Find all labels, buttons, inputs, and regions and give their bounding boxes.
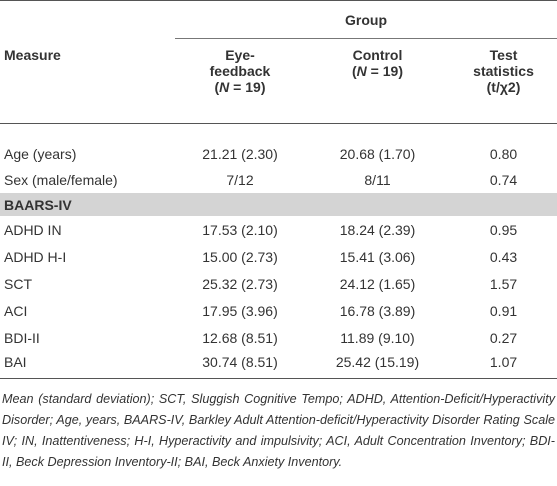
table-cell: ACI [4, 303, 28, 319]
table-cell: ADHD IN [4, 222, 62, 238]
column-name: Control [352, 47, 403, 63]
table-cell: 18.24 (2.39) [339, 222, 416, 238]
table-cell: 0.80 [489, 146, 518, 162]
table-row: BDI-II 12.68 (8.51) 11.89 (9.10) 0.27 [0, 324, 557, 351]
text: N [356, 63, 367, 79]
table-cell: 15.41 (3.06) [339, 249, 416, 265]
table-cell: BDI-II [4, 330, 40, 346]
table-cell: 0.43 [489, 249, 518, 265]
text: = 19) [366, 63, 403, 79]
section-label: BAARS-IV [0, 193, 557, 216]
text: = 19) [229, 79, 266, 95]
table-cell: 25.42 (15.19) [305, 351, 450, 379]
header-cell [0, 1, 175, 39]
column-sample: (N = 19) [179, 79, 301, 95]
table-cell: BAI [0, 351, 175, 379]
data-table: Group Measure Eye-feedback (N = 19) Cont… [0, 0, 557, 379]
table-cell: ADHD H-I [4, 249, 67, 265]
column-unit: (t/χ2) [486, 79, 521, 95]
table-cell: 7/12 [226, 172, 254, 188]
column-sample: (N = 19) [309, 63, 446, 79]
footnote: Mean (standard deviation); SCT, Sluggish… [2, 392, 555, 469]
table-row: ADHD IN 17.53 (2.10) 18.24 (2.39) 0.95 [0, 216, 557, 243]
section-row: BAARS-IV [0, 193, 557, 216]
table-cell: Age (years) [4, 146, 77, 162]
text: ( [352, 63, 357, 79]
table-cell: 21.21 (2.30) [202, 146, 278, 162]
column-header: Control (N = 19) [305, 38, 450, 124]
table-cell: 16.78 (3.89) [339, 303, 416, 319]
table-row: Age (years) 21.21 (2.30) 20.68 (1.70) 0.80 [0, 124, 557, 168]
table-cell: 20.68 (1.70) [339, 146, 416, 162]
table-cell: 15.00 (2.73) [202, 249, 278, 265]
table-row: ACI 17.95 (3.96) 16.78 (3.89) 0.91 [0, 297, 557, 324]
table-cell: 0.91 [489, 303, 518, 319]
table-row: BAI 30.74 (8.51) 25.42 (15.19) 1.07 [0, 351, 557, 379]
table-cell: 0.27 [489, 330, 518, 346]
table-row: SCT 25.32 (2.73) 24.12 (1.65) 1.57 [0, 270, 557, 297]
table-body: Age (years) 21.21 (2.30) 20.68 (1.70) 0.80 S… [0, 124, 557, 379]
table-cell: 0.95 [489, 222, 518, 238]
table-cell: 25.32 (2.73) [202, 276, 278, 292]
table-cell: 1.57 [489, 276, 518, 292]
table-cell: 8/11 [364, 172, 391, 188]
table-row: ADHD H-I 15.00 (2.73) 15.41 (3.06) 0.43 [0, 243, 557, 270]
text: ( [214, 79, 220, 95]
table-cell: 12.68 (8.51) [202, 330, 278, 346]
table-cell: 0.74 [489, 172, 518, 188]
column-name: Test statistics [473, 47, 534, 79]
text: N [219, 79, 230, 95]
table-cell: 24.12 (1.65) [339, 276, 416, 292]
table-cell: 17.53 (2.10) [202, 222, 278, 238]
table-cell: 1.07 [450, 351, 557, 379]
column-name: Eye-feedback [209, 47, 271, 79]
group-header: Group [175, 0, 557, 39]
table-row: Sex (male/female) 7/12 8/11 0.74 [0, 167, 557, 193]
column-header: Eye-feedback (N = 19) [175, 38, 305, 124]
table-cell: 30.74 (8.51) [175, 351, 305, 379]
table-cell: 11.89 (9.10) [340, 330, 415, 346]
table-cell: SCT [4, 276, 32, 292]
column-header: Test statistics (t/χ2) [450, 38, 557, 124]
column-header: Measure [0, 38, 175, 124]
table-cell: 17.95 (3.96) [202, 303, 278, 319]
table-cell: Sex (male/female) [4, 172, 118, 188]
